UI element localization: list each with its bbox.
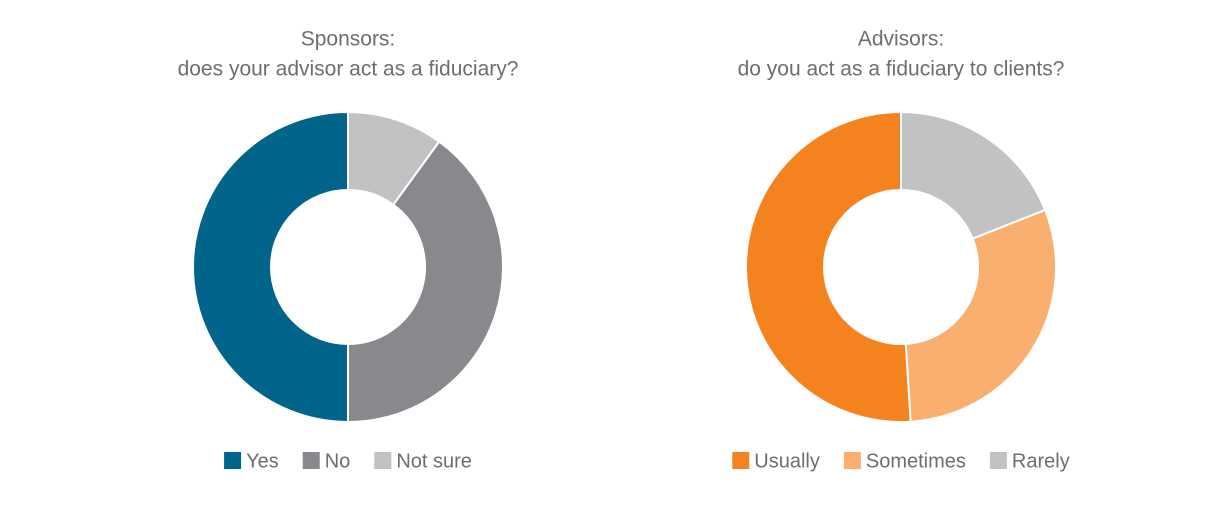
legend-swatch bbox=[224, 452, 242, 469]
slice bbox=[192, 110, 349, 424]
legend-label: Not sure bbox=[396, 450, 472, 472]
chart-subtitle: does your advisor act as a fiduciary? bbox=[178, 58, 519, 81]
legend: Yes No Not sure bbox=[224, 450, 472, 472]
donut-chart: Advisors: do you act as a fiduciary to cl… bbox=[732, 28, 1070, 472]
legend-label: Rarely bbox=[1012, 450, 1070, 472]
slice bbox=[347, 140, 504, 424]
slice bbox=[347, 110, 441, 207]
legend-swatch bbox=[843, 452, 861, 469]
legend-swatch bbox=[732, 452, 750, 469]
legend-label: No bbox=[325, 450, 351, 472]
legend-label: Usually bbox=[754, 450, 820, 472]
slice bbox=[900, 110, 1047, 240]
legend-swatch bbox=[374, 452, 392, 469]
legend-swatch bbox=[302, 452, 320, 469]
legend-label: Sometimes bbox=[866, 450, 966, 472]
chart-title: Sponsors: bbox=[301, 28, 396, 51]
legend-label: Yes bbox=[246, 450, 279, 472]
donut-chart: Sponsors: does your advisor act as a fidu… bbox=[178, 28, 519, 473]
slice bbox=[904, 208, 1057, 423]
legend: Usually Sometimes Rarely bbox=[732, 450, 1070, 472]
legend-swatch bbox=[989, 452, 1007, 469]
slice bbox=[745, 110, 912, 423]
chart-subtitle: do you act as a fiduciary to clients? bbox=[738, 58, 1065, 81]
chart-title: Advisors: bbox=[858, 28, 944, 51]
